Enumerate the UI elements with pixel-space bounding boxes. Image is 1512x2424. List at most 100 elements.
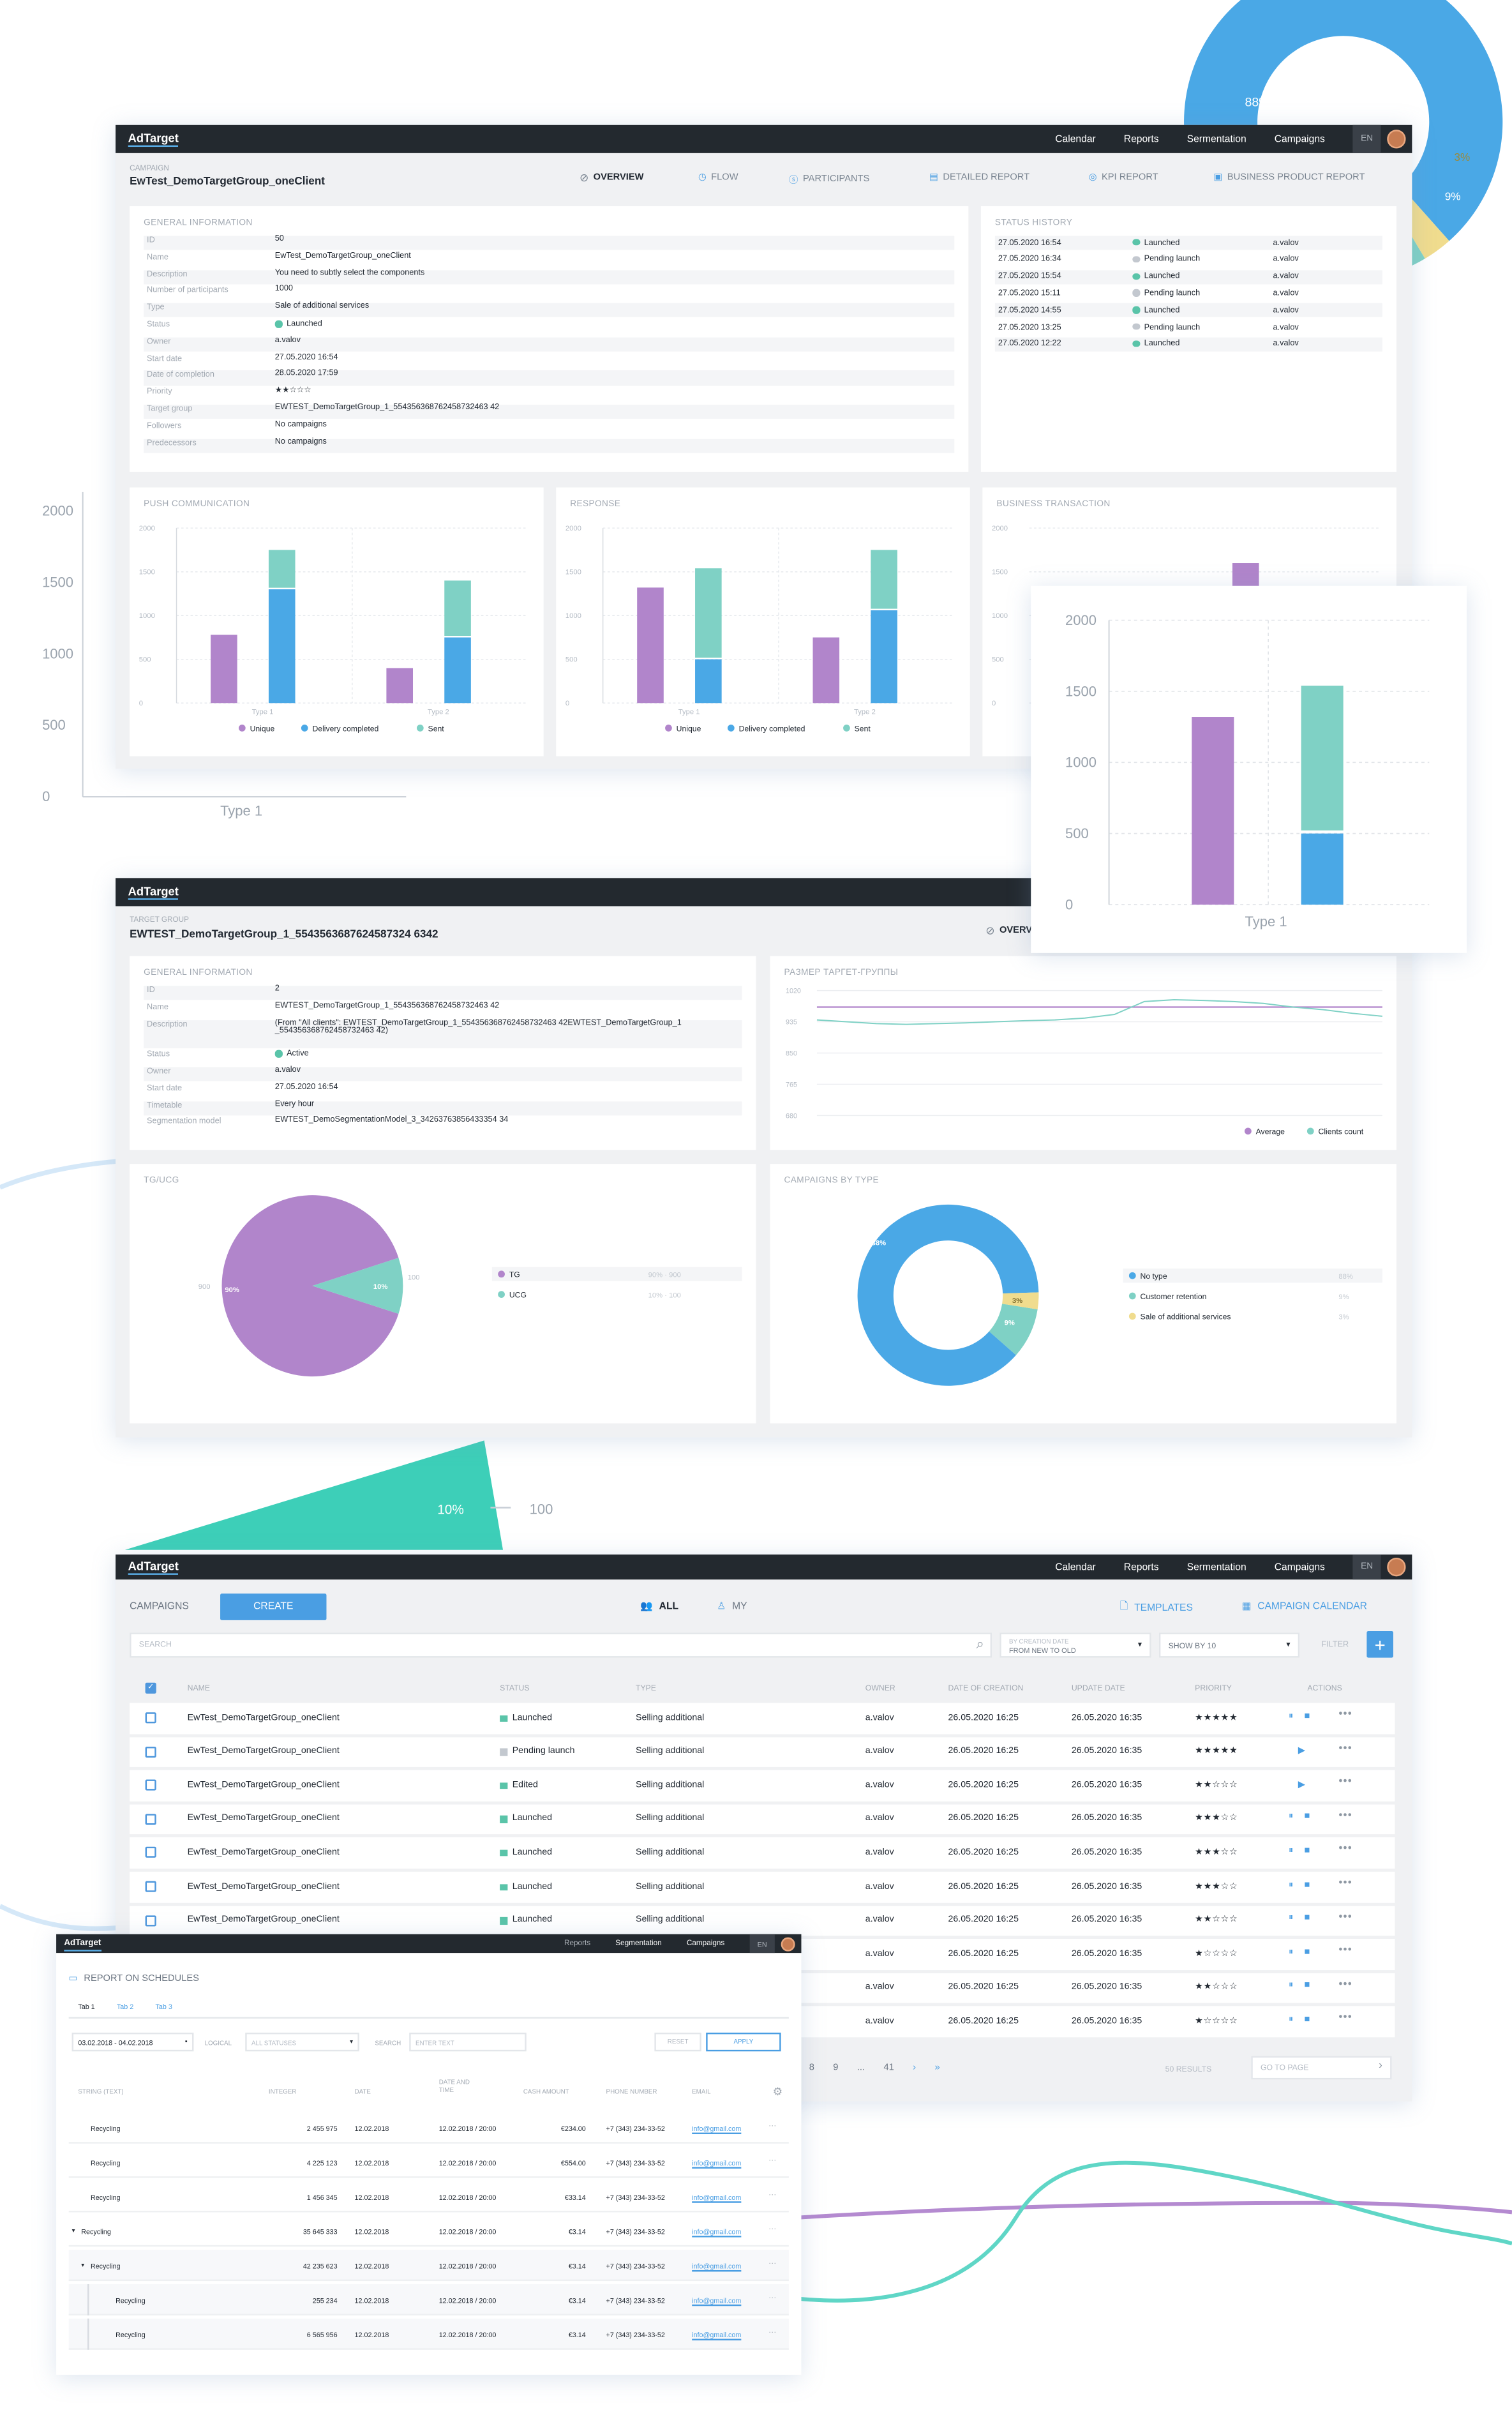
filter-my[interactable]: ♙ MY [717,1600,747,1613]
row-checkbox[interactable] [145,1881,156,1892]
user-avatar[interactable] [1387,1557,1406,1577]
pause-icon[interactable]: ⏸ [1289,1981,1294,1991]
column-header[interactable]: TYPE [636,1684,657,1694]
more-icon[interactable]: ··· [768,2328,777,2338]
table-row[interactable]: EwTest_DemoTargetGroup_oneClient Pending … [130,1736,1395,1768]
pause-icon[interactable]: ⏸ [1289,1914,1294,1923]
cell-email[interactable]: info@gmail.com [692,2159,742,2167]
column-header[interactable]: STATUS [500,1684,530,1694]
nav-reports[interactable]: Reports [1123,133,1159,145]
table-row[interactable]: Recycling 6 565 956 12.02.2018 12.02.2018 /… [68,2318,789,2350]
logical-select[interactable]: ALL STATUSES ▾ [245,2032,359,2052]
cell-email[interactable]: info@gmail.com [692,2125,742,2133]
more-icon[interactable]: ··· [768,2156,777,2165]
pause-icon[interactable]: ⏸ [1289,1880,1294,1890]
stop-icon[interactable]: ■ [1304,1812,1310,1823]
search-input[interactable]: ENTER TEXT [409,2032,527,2052]
date-range-input[interactable]: 03.02.2018 - 04.02.2018 ▪ [71,2032,194,2052]
show-by-select[interactable]: SHOW BY 10 ▾ [1158,1632,1300,1658]
app-logo[interactable]: AdTarget [128,132,179,146]
table-row[interactable]: EwTest_DemoTargetGroup_oneClient Launched… [130,1837,1395,1869]
row-checkbox[interactable] [145,1746,156,1758]
more-icon[interactable]: ••• [1338,1844,1353,1855]
tab-detailed-report[interactable]: ▤ DETAILED REPORT [929,172,1030,183]
tab-overview[interactable]: ⊘ OVERVIEW [580,172,644,184]
stop-icon[interactable]: ■ [1304,2015,1310,2025]
templates-link[interactable]: 🗋 TEMPLATES [1120,1600,1193,1617]
more-icon[interactable]: ••• [1338,1945,1353,1957]
column-header[interactable]: STRING (TEXT) [78,2087,124,2095]
expand-icon[interactable]: ▾ [81,2261,85,2269]
nav-campaigns[interactable]: Campaigns [1274,1562,1325,1573]
stop-icon[interactable]: ■ [1304,1914,1310,1923]
nav-calendar[interactable]: Calendar [1055,133,1096,145]
cell-email[interactable]: info@gmail.com [692,2331,742,2339]
tab-business-product-report[interactable]: ▣ BUSINESS PRODUCT REPORT [1213,172,1365,183]
more-icon[interactable]: ••• [1338,1979,1353,1991]
expand-icon[interactable]: ▾ [71,2226,75,2234]
column-header[interactable]: EMAIL [692,2087,711,2095]
stop-icon[interactable]: ■ [1304,1846,1310,1856]
page-9[interactable]: 9 [833,2063,839,2074]
table-row[interactable]: Recycling 2 455 975 12.02.2018 12.02.2018 /… [68,2112,789,2144]
column-header[interactable]: PRIORITY [1195,1684,1232,1694]
pause-icon[interactable]: ⏸ [1289,2015,1294,2025]
add-filter-button[interactable]: + [1366,1630,1393,1658]
create-button[interactable]: CREATE [220,1593,327,1620]
column-header[interactable]: PHONE NUMBER [606,2087,657,2095]
cell-email[interactable]: info@gmail.com [692,2296,742,2305]
next-page-icon[interactable]: › [913,2063,917,2074]
tab-2[interactable]: Tab 2 [116,2003,134,2011]
play-icon[interactable]: ▶ [1298,1747,1306,1756]
more-icon[interactable]: ••• [1338,1878,1353,1889]
page-8[interactable]: 8 [809,2063,814,2074]
more-icon[interactable]: ··· [768,2259,777,2269]
more-icon[interactable]: ••• [1338,1810,1353,1822]
nav-campaigns[interactable]: Campaigns [1274,133,1325,145]
nav-reports[interactable]: Reports [1123,1562,1159,1573]
gear-icon[interactable]: ⚙ [772,2087,783,2098]
nav-segmentation[interactable]: Sermentation [1186,1562,1246,1573]
user-avatar[interactable] [1387,130,1406,149]
table-row[interactable]: EwTest_DemoTargetGroup_oneClient Edited Se… [130,1770,1395,1801]
tab-participants[interactable]: ⓢ PARTICIPANTS [789,172,870,186]
stop-icon[interactable]: ■ [1304,1880,1310,1890]
pause-icon[interactable]: ⏸ [1289,1846,1294,1856]
row-checkbox[interactable] [145,1712,156,1724]
pause-icon[interactable]: ⏸ [1289,1712,1294,1721]
table-row[interactable]: Recycling 255 234 12.02.2018 12.02.2018 / 2… [68,2284,789,2315]
tab-1[interactable]: Tab 1 [78,2003,95,2011]
nav-segmentation[interactable]: Sermentation [1186,133,1246,145]
last-page-icon[interactable]: » [934,2063,940,2074]
nav-campaigns[interactable]: Campaigns [686,1939,725,1948]
search-input[interactable]: SEARCH ⌕ [130,1632,992,1658]
more-icon[interactable]: ••• [1338,1709,1353,1720]
pause-icon[interactable]: ⏸ [1289,1948,1294,1957]
cell-email[interactable]: info@gmail.com [692,2194,742,2202]
cell-email[interactable]: info@gmail.com [692,2227,742,2236]
table-row[interactable]: EwTest_DemoTargetGroup_oneClient Launched… [130,1905,1395,1936]
stop-icon[interactable]: ■ [1304,1948,1310,1957]
table-row[interactable]: EwTest_DemoTargetGroup_oneClient Launched… [130,1703,1395,1734]
filter-all[interactable]: 👥 ALL [640,1600,679,1613]
language-switch[interactable]: EN [1352,124,1381,153]
pause-icon[interactable]: ⏸ [1289,1812,1294,1823]
tab-kpi-report[interactable]: ◎ KPI REPORT [1088,172,1158,183]
search-icon[interactable]: ⌕ [976,1636,984,1652]
app-logo[interactable]: AdTarget [128,1559,179,1574]
app-logo[interactable]: AdTarget [128,884,179,900]
more-icon[interactable]: ··· [768,2121,777,2132]
table-row[interactable]: EwTest_DemoTargetGroup_oneClient Launched… [130,1804,1395,1835]
column-header[interactable]: ACTIONS [1307,1684,1342,1694]
sort-select[interactable]: BY CREATION DATE FROM NEW TO OLD ▾ [999,1632,1151,1658]
column-header[interactable]: OWNER [865,1684,895,1694]
campaign-calendar-link[interactable]: ▦ CAMPAIGN CALENDAR [1241,1600,1367,1613]
reset-button[interactable]: RESET [654,2032,701,2052]
column-header[interactable]: INTEGER [268,2087,297,2095]
cell-email[interactable]: info@gmail.com [692,2262,742,2270]
more-icon[interactable]: ••• [1338,1777,1353,1788]
app-logo[interactable]: AdTarget [64,1936,101,1951]
table-row[interactable]: Recycling 1 456 345 12.02.2018 12.02.2018 /… [68,2181,789,2213]
more-icon[interactable]: ••• [1338,1911,1353,1923]
row-checkbox[interactable] [145,1813,156,1825]
